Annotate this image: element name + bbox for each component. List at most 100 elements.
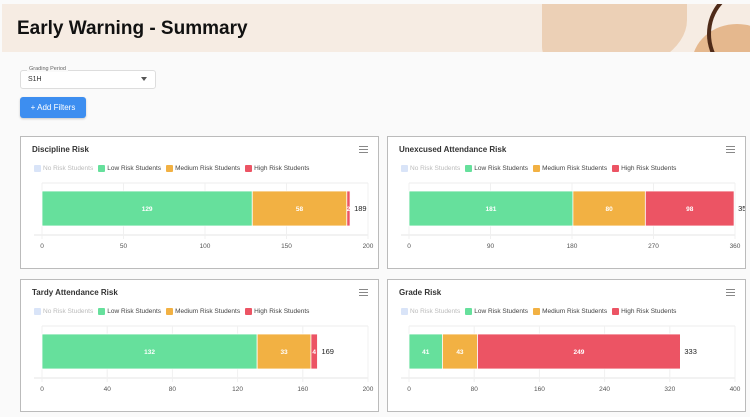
x-tick-label: 320 (664, 386, 675, 393)
legend-item[interactable]: No Risk Students (34, 308, 93, 315)
grading-period-label: Grading Period (27, 66, 68, 72)
chart-title: Discipline Risk (32, 145, 89, 154)
chart-card: 0 40 80 120 160 200 132 33 4 169 Tardy Attendance … (20, 279, 379, 412)
grading-period-value: S1H (28, 76, 42, 83)
legend-swatch (245, 308, 253, 315)
legend-item[interactable]: High Risk Students (612, 165, 676, 172)
x-tick-label: 40 (104, 386, 112, 393)
data-label: 58 (296, 206, 304, 213)
legend-swatch (98, 165, 106, 172)
legend-label: High Risk Students (621, 308, 677, 315)
legend-label: No Risk Students (43, 165, 94, 172)
legend-item[interactable]: Low Risk Students (98, 308, 161, 315)
legend-label: Medium Risk Students (175, 165, 241, 172)
x-tick-label: 90 (487, 243, 495, 250)
legend-label: Low Risk Students (107, 165, 162, 172)
x-tick-label: 270 (648, 243, 659, 250)
legend-swatch (166, 165, 174, 172)
legend-swatch (533, 308, 541, 315)
bar-segment (251, 190, 348, 227)
chart-plot: 0 80 160 240 320 400 41 43 249 333 (401, 325, 741, 393)
data-label: 43 (456, 349, 464, 356)
legend-swatch (612, 165, 620, 172)
x-tick-label: 50 (120, 243, 128, 250)
legend-item[interactable]: Medium Risk Students (166, 308, 240, 315)
data-label: 80 (606, 206, 614, 213)
legend-item[interactable]: Low Risk Students (465, 165, 528, 172)
legend-item[interactable]: Medium Risk Students (166, 165, 240, 172)
legend-item[interactable]: No Risk Students (401, 308, 460, 315)
legend-label: High Risk Students (254, 165, 310, 172)
legend-swatch (98, 308, 106, 315)
legend-label: No Risk Students (43, 308, 94, 315)
x-tick-label: 360 (730, 243, 741, 250)
legend-label: High Risk Students (621, 165, 677, 172)
legend-label: No Risk Students (410, 165, 461, 172)
chart-title: Grade Risk (399, 288, 442, 297)
x-tick-label: 160 (297, 386, 308, 393)
page-title: Early Warning - Summary (17, 18, 248, 39)
chart-card: 0 50 100 150 200 129 58 2 189 Discipline Risk No R… (20, 136, 379, 269)
add-filters-button[interactable]: + Add Filters (20, 97, 86, 118)
chart-plot: 0 90 180 270 360 181 80 98 359 (401, 182, 745, 250)
legend-swatch (612, 308, 620, 315)
data-label: 41 (422, 349, 430, 356)
bar-segment (408, 190, 574, 227)
legend-item[interactable]: Low Risk Students (465, 308, 528, 315)
decorative-shape (542, 4, 687, 52)
x-tick-label: 120 (232, 386, 243, 393)
legend-label: High Risk Students (254, 308, 310, 315)
x-tick-label: 200 (363, 243, 374, 250)
legend-item[interactable]: Low Risk Students (98, 165, 161, 172)
x-tick-label: 150 (281, 243, 292, 250)
legend-item[interactable]: Medium Risk Students (533, 308, 607, 315)
legend-label: Medium Risk Students (175, 308, 241, 315)
legend-item[interactable]: No Risk Students (401, 165, 460, 172)
chart-card: 0 90 180 270 360 181 80 98 359 Unexcused Attendan… (387, 136, 746, 269)
bar-segment (310, 333, 318, 370)
bar-segment (572, 190, 646, 227)
bar-segment (41, 333, 258, 370)
legend-item[interactable]: High Risk Students (245, 165, 309, 172)
data-label: 33 (280, 349, 288, 356)
legend-swatch (465, 308, 473, 315)
legend-item[interactable]: High Risk Students (245, 308, 309, 315)
bar-segment (644, 190, 735, 227)
legend-swatch (465, 165, 473, 172)
hamburger-menu-icon[interactable] (359, 146, 368, 153)
chart-legend: No Risk Students Low Risk Students Medium … (34, 165, 309, 172)
hamburger-menu-icon[interactable] (726, 289, 735, 296)
chart-plot: 0 50 100 150 200 129 58 2 189 (34, 182, 374, 250)
legend-item[interactable]: No Risk Students (34, 165, 93, 172)
total-label: 169 (321, 347, 334, 356)
x-tick-label: 0 (40, 243, 44, 250)
chart-legend: No Risk Students Low Risk Students Medium … (34, 308, 309, 315)
total-label: 333 (684, 347, 697, 356)
chevron-down-icon (141, 77, 147, 81)
legend-item[interactable]: Medium Risk Students (533, 165, 607, 172)
legend-label: Low Risk Students (474, 165, 529, 172)
legend-label: Medium Risk Students (542, 308, 608, 315)
legend-swatch (34, 165, 41, 172)
x-tick-label: 0 (407, 386, 411, 393)
chart-plot: 0 40 80 120 160 200 132 33 4 169 (34, 325, 374, 393)
x-tick-label: 400 (730, 386, 741, 393)
legend-item[interactable]: High Risk Students (612, 308, 676, 315)
bar-segment (346, 190, 351, 227)
legend-swatch (401, 165, 408, 172)
grading-period-select[interactable]: Grading Period S1H (20, 66, 156, 89)
total-label: 189 (354, 204, 367, 213)
legend-swatch (245, 165, 253, 172)
data-label: 132 (144, 349, 155, 356)
x-tick-label: 80 (169, 386, 177, 393)
hamburger-menu-icon[interactable] (359, 289, 368, 296)
hamburger-menu-icon[interactable] (726, 146, 735, 153)
legend-label: Low Risk Students (474, 308, 529, 315)
chart-legend: No Risk Students Low Risk Students Medium … (401, 165, 676, 172)
x-tick-label: 240 (599, 386, 610, 393)
data-label: 181 (486, 206, 497, 213)
legend-swatch (34, 308, 41, 315)
x-tick-label: 200 (363, 386, 374, 393)
legend-swatch (166, 308, 174, 315)
legend-swatch (401, 308, 408, 315)
